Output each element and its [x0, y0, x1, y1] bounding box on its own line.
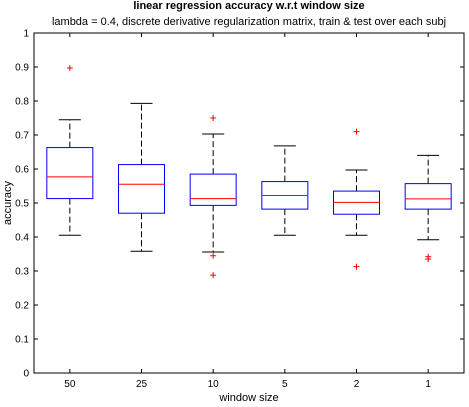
y-tick-label: 0.8	[15, 97, 29, 108]
outlier-marker	[425, 256, 432, 263]
y-tick-label: 0	[23, 369, 29, 380]
outlier-marker	[210, 272, 217, 279]
y-tick-label: 0.9	[15, 63, 29, 74]
x-tick-label: 50	[64, 379, 76, 390]
x-tick-label: 1	[425, 379, 431, 390]
y-tick-label: 0.7	[15, 131, 29, 142]
x-tick-label: 25	[136, 379, 148, 390]
outlier-marker	[353, 128, 360, 135]
chart-subtitle: lambda = 0.4, discrete derivative regula…	[52, 16, 446, 28]
plot-area	[33, 32, 465, 374]
iqr-box	[46, 147, 94, 200]
x-tick-label: 2	[354, 379, 360, 390]
box-50	[46, 65, 94, 236]
x-axis: 50 25 10 5 2 1	[64, 33, 431, 390]
iqr-box	[404, 183, 452, 210]
outlier-marker	[210, 252, 217, 259]
x-tick-label: 10	[208, 379, 220, 390]
x-tick-label: 5	[282, 379, 288, 390]
box-5	[261, 145, 309, 236]
outlier-marker	[66, 65, 73, 72]
y-tick-label: 1	[23, 29, 29, 40]
x-axis-label: window size	[218, 392, 278, 404]
y-tick-label: 0.3	[15, 267, 29, 278]
y-tick-label: 0.1	[15, 335, 29, 346]
iqr-box	[189, 173, 237, 206]
chart-title: linear regression accuracy w.r.t window …	[133, 0, 364, 12]
box-2	[333, 128, 380, 270]
outlier-marker	[353, 263, 360, 270]
y-axis: 0 0.1 0.2 0.3 0.4 0.5 0.6 0.7 0.8 0.9 1	[15, 29, 464, 380]
y-axis-label: accuracy	[2, 180, 14, 225]
y-tick-label: 0.5	[15, 199, 29, 210]
y-tick-label: 0.6	[15, 165, 29, 176]
box-series	[46, 65, 452, 279]
outlier-marker	[210, 115, 217, 121]
iqr-box	[118, 164, 165, 214]
box-10	[189, 115, 237, 279]
y-tick-label: 0.4	[15, 233, 29, 244]
box-25	[118, 102, 165, 252]
y-tick-label: 0.2	[15, 301, 29, 312]
box-1	[404, 154, 452, 263]
